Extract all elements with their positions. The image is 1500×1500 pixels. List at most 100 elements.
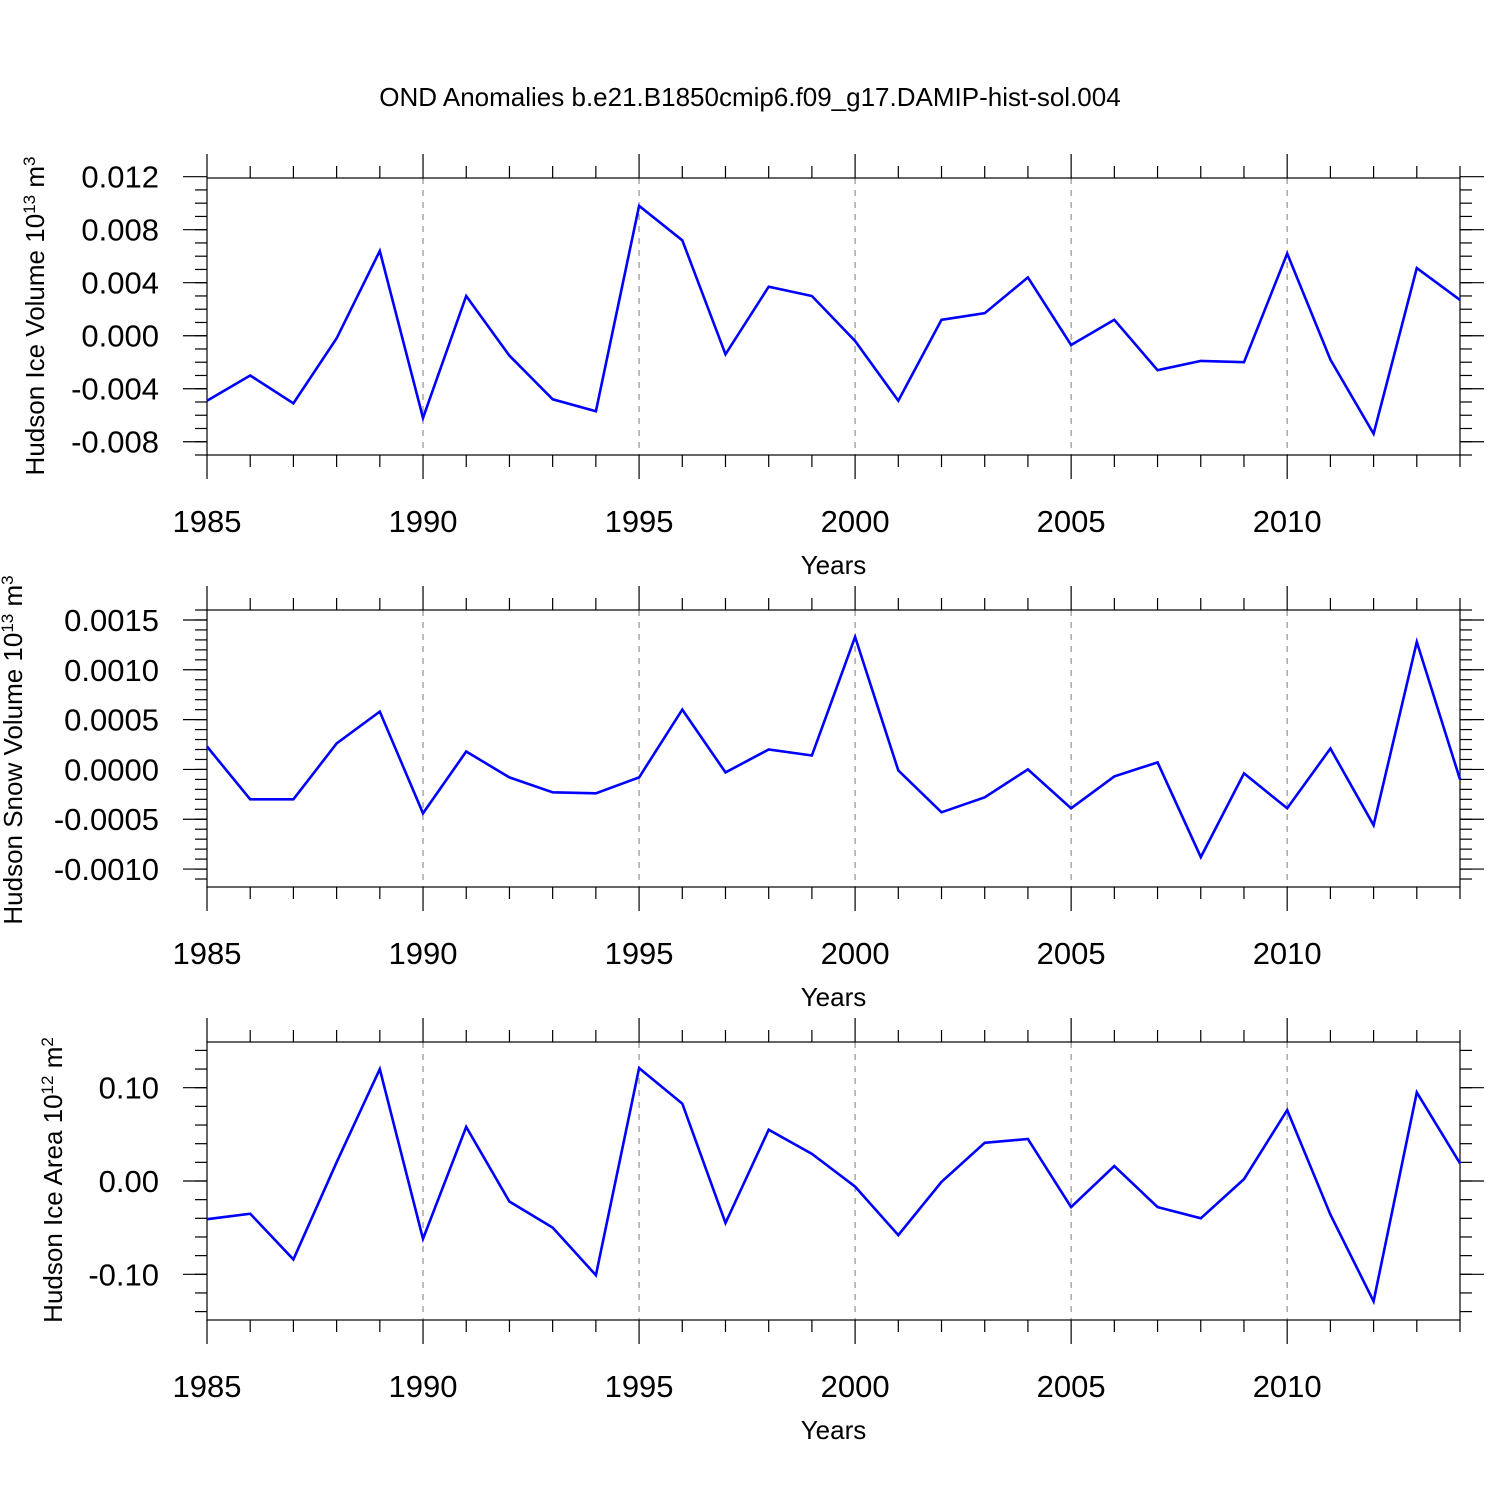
data-point: [1459, 1162, 1461, 1164]
data-point: [1372, 824, 1374, 826]
y-axis-label: Hudson Ice Area 1012 m2: [38, 1037, 69, 1323]
data-point: [1070, 807, 1072, 809]
panel-1: 1985 1990 1995 2000 2005 2010 0.012 0.008 0.004 0…: [20, 154, 1484, 580]
data-point: [1156, 369, 1158, 371]
y-axis-label-prefix: Hudson Ice Volume 10: [20, 214, 50, 476]
data-point: [767, 1128, 769, 1130]
data-point: [206, 399, 208, 401]
data-point: [1113, 775, 1115, 777]
data-point: [897, 399, 899, 401]
y-tick-label: 0.0015: [64, 603, 159, 638]
data-point: [1243, 1178, 1245, 1180]
plot-frame: [206, 1041, 1461, 1321]
data-point: [379, 710, 381, 712]
x-tick-label: 2005: [1037, 504, 1106, 539]
x-tick-label: 2010: [1253, 936, 1322, 971]
data-point: [984, 1142, 986, 1144]
x-tick-label: 1985: [173, 936, 242, 971]
y-tick-label: 0.004: [81, 266, 159, 301]
y-axis-label-unit-exp: 3: [20, 157, 39, 166]
data-point: [551, 1226, 553, 1228]
data-point: [681, 239, 683, 241]
x-tick-label: 1995: [605, 1369, 674, 1404]
y-tick-label: 0.008: [81, 213, 159, 248]
y-tick-label: 0.10: [99, 1071, 159, 1106]
data-point: [1459, 299, 1461, 301]
series-line: [206, 203, 1461, 438]
y-axis-label-unit: m: [38, 1047, 68, 1076]
data-point: [422, 417, 424, 419]
data-point: [595, 410, 597, 412]
data-point: [292, 1258, 294, 1260]
y-axis-label: Hudson Ice Volume 1013 m3: [20, 157, 51, 476]
data-point: [1070, 344, 1072, 346]
data-point: [811, 754, 813, 756]
x-tick-label: 1985: [173, 504, 242, 539]
data-point: [854, 1185, 856, 1187]
data-point: [854, 340, 856, 342]
data-point: [206, 1218, 208, 1220]
data-point: [422, 812, 424, 814]
data-point: [1459, 778, 1461, 780]
y-axis-label-exp: 13: [0, 614, 17, 633]
data-point: [897, 1234, 899, 1236]
plot-frame: [206, 177, 1461, 456]
data-point: [1416, 1091, 1418, 1093]
y-tick-label: 0.000: [81, 319, 159, 354]
data-point: [249, 1212, 251, 1214]
data-point: [465, 295, 467, 297]
y-tick-label: 0.0000: [64, 752, 159, 787]
data-point: [681, 708, 683, 710]
data-point: [984, 312, 986, 314]
y-axis-label-unit: m: [0, 585, 28, 614]
panel-3: 1985 1990 1995 2000 2005 2010 0.10 0.00 -0.10 Yea…: [38, 1018, 1484, 1445]
x-tick-label: 2005: [1037, 1369, 1106, 1404]
panel-2: 1985 1990 1995 2000 2005 2010 0.0015 0.0010 0.00…: [0, 575, 1484, 1012]
x-tick-label: 2000: [821, 504, 890, 539]
y-tick-label: -0.008: [71, 425, 159, 460]
x-tick-label: 1995: [605, 504, 674, 539]
data-point: [1156, 1206, 1158, 1208]
data-point: [508, 776, 510, 778]
data-point: [1329, 747, 1331, 749]
data-point: [940, 1181, 942, 1183]
y-axis-label-prefix: Hudson Snow Volume 10: [0, 633, 28, 925]
series-line: [206, 1065, 1462, 1306]
x-tick-label: 1990: [389, 504, 458, 539]
data-point: [1372, 1300, 1374, 1302]
data-point: [465, 1126, 467, 1128]
data-point: [422, 1238, 424, 1240]
data-point: [249, 798, 251, 800]
data-point: [379, 250, 381, 252]
data-point: [1329, 1213, 1331, 1215]
data-point: [595, 792, 597, 794]
data-point: [1200, 856, 1202, 858]
x-axis-label: Years: [801, 550, 867, 580]
data-point: [1416, 641, 1418, 643]
data-point: [551, 791, 553, 793]
y-tick-label: 0.00: [99, 1164, 159, 1199]
x-tick-label: 2010: [1253, 1369, 1322, 1404]
data-point: [1027, 1138, 1029, 1140]
data-point: [811, 295, 813, 297]
data-point: [638, 1067, 640, 1069]
data-point: [1286, 252, 1288, 254]
data-point: [335, 337, 337, 339]
data-point: [1156, 761, 1158, 763]
y-axis-label-unit-exp: 2: [38, 1037, 57, 1046]
y-axis-label-unit: m: [20, 166, 50, 195]
data-point: [335, 742, 337, 744]
y-tick-label: 0.0010: [64, 653, 159, 688]
x-axis-label: Years: [801, 982, 867, 1012]
y-tick-label: -0.0010: [54, 852, 159, 887]
data-point: [508, 354, 510, 356]
y-axis-label-unit-exp: 3: [0, 575, 17, 584]
data-point: [1113, 1165, 1115, 1167]
data-point: [811, 1153, 813, 1155]
data-point: [638, 205, 640, 207]
data-point: [681, 1102, 683, 1104]
x-tick-label: 1990: [389, 1369, 458, 1404]
chart-panels: 1985 1990 1995 2000 2005 2010 0.012 0.008 0.004 0…: [0, 154, 1484, 1445]
data-point: [1027, 768, 1029, 770]
